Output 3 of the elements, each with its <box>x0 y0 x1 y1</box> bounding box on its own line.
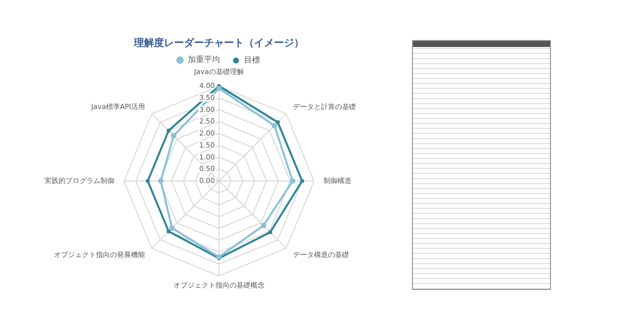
chart-title: 理解度レーダーチャート（イメージ） <box>133 37 304 49</box>
legend-label: 加重平均 <box>188 55 220 64</box>
legend-label: 目標 <box>244 56 260 64</box>
